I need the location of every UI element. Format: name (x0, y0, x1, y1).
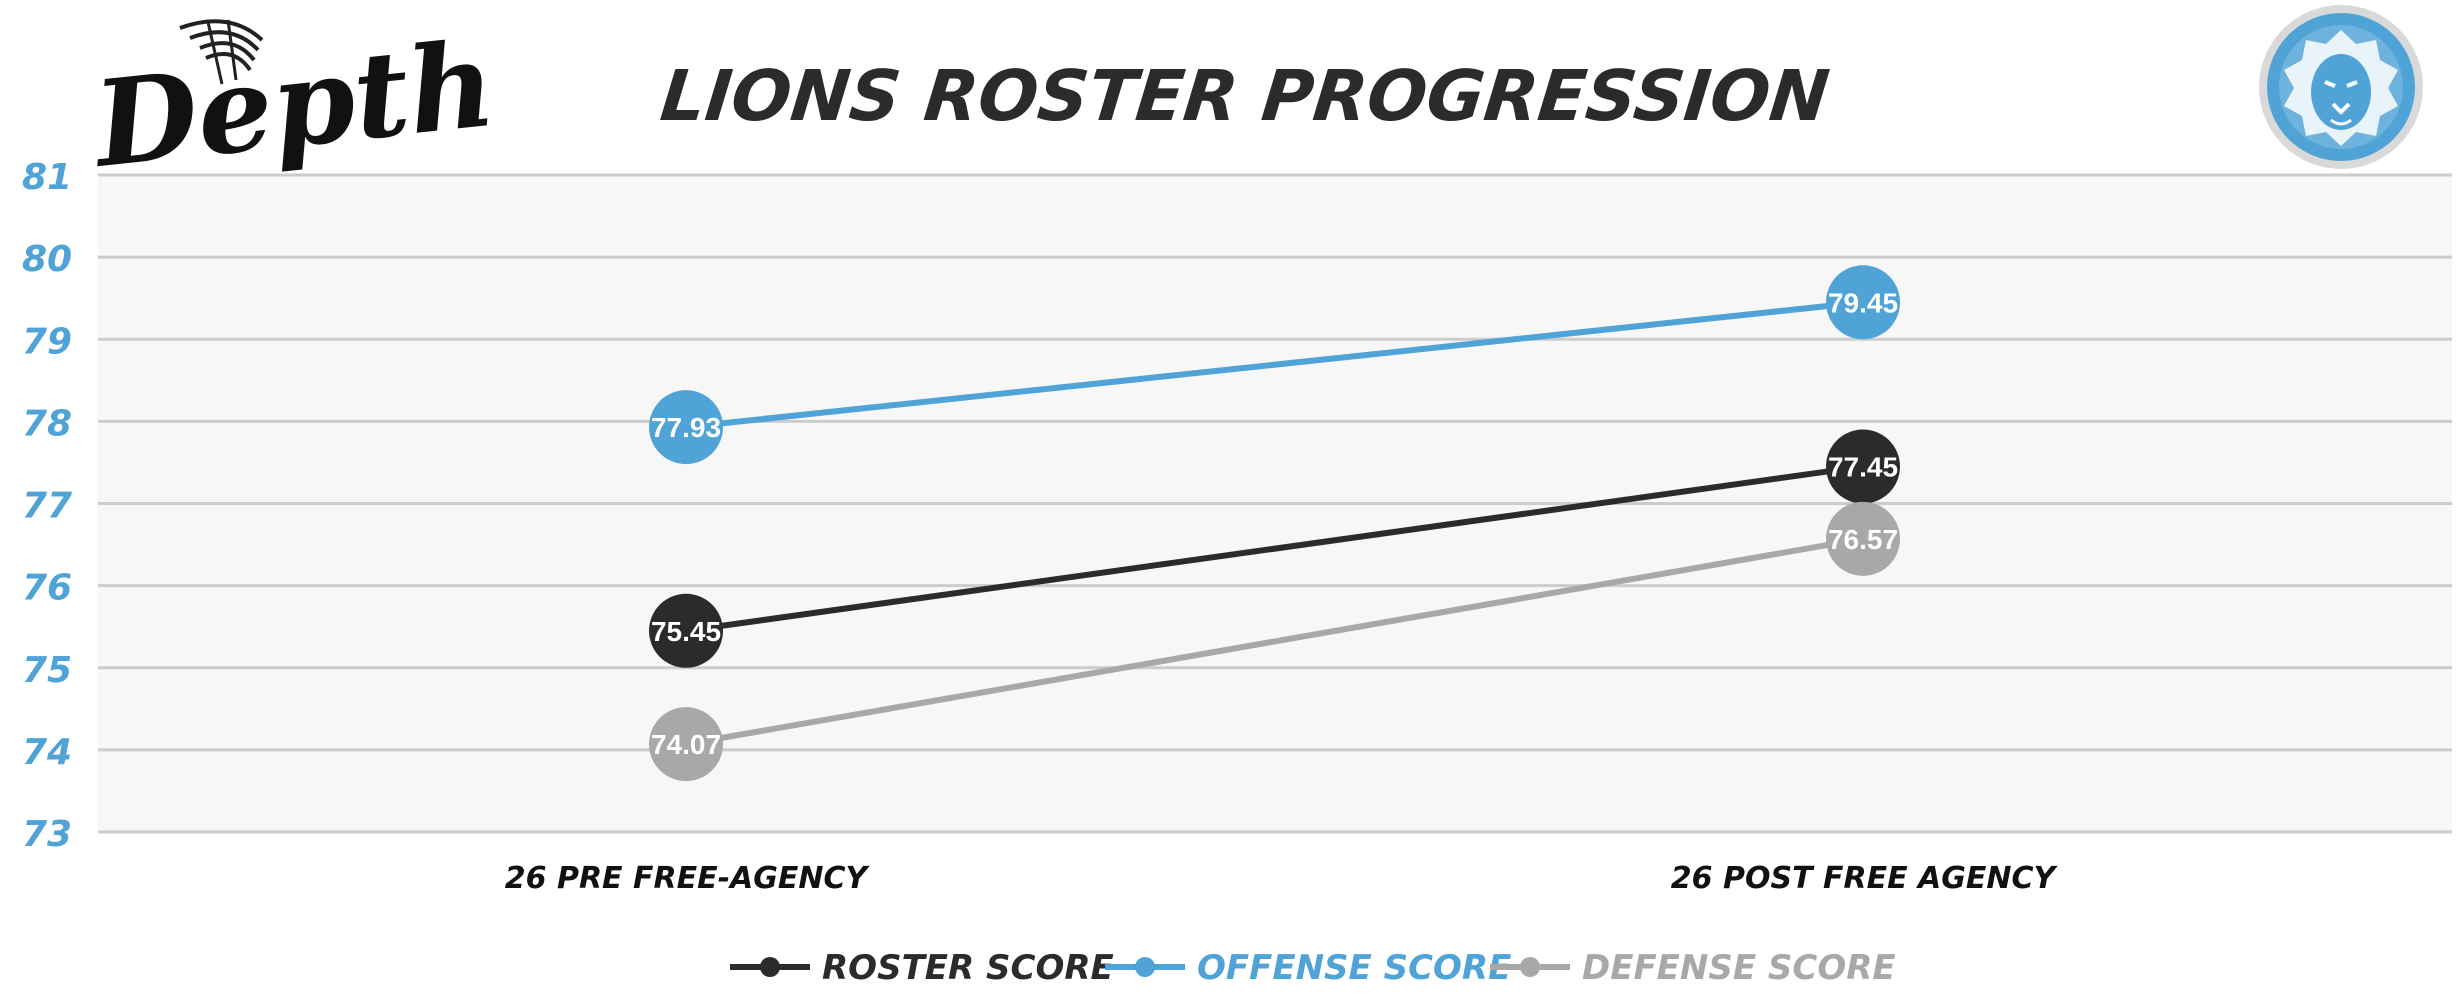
legend-label: DEFENSE SCORE (1582, 948, 1896, 988)
x-tick-label: 26 PRE FREE-AGENCY (505, 861, 871, 896)
y-tick-label: 74 (22, 732, 72, 773)
data-point (1826, 501, 1900, 576)
y-tick-label: 77 (22, 486, 72, 527)
legend-swatch-marker (1520, 957, 1540, 977)
data-label: 76.57 (1828, 524, 1898, 555)
legend-label: ROSTER SCORE (822, 948, 1114, 988)
x-axis-ticks: 26 PRE FREE-AGENCY 26 POST FREE AGENCY (505, 861, 2059, 896)
data-label: 77.45 (1828, 452, 1898, 483)
legend-swatch-marker (1135, 957, 1155, 977)
y-tick-label: 80 (22, 239, 72, 280)
legend-label: OFFENSE SCORE (1197, 948, 1511, 988)
data-label: 77.93 (651, 412, 721, 443)
series-line (685, 299, 1864, 431)
y-tick-label: 75 (22, 650, 72, 691)
data-point (1826, 429, 1900, 504)
lion-badge-icon (2259, 5, 2423, 169)
data-point (649, 593, 723, 668)
data-label: 74.07 (651, 729, 721, 760)
logo-wordmark: Depth (85, 14, 501, 194)
grid-lines (98, 173, 2452, 834)
series-line (685, 463, 1864, 634)
y-tick-label: 79 (22, 321, 72, 362)
legend: ROSTER SCORE OFFENSE SCORE DEFENSE SCORE (730, 948, 1896, 988)
y-tick-label: 78 (22, 403, 72, 444)
logo-swoosh-icon (179, 19, 264, 85)
depth-logo: Depth (85, 14, 501, 194)
chart-title: LIONS ROSTER PROGRESSION (657, 55, 1833, 137)
y-tick-label: 81 (22, 157, 72, 198)
data-point (649, 390, 723, 465)
data-point (649, 707, 723, 782)
series-layer: 75.45 77.45 77.93 79.45 74.07 76.57 (649, 265, 1900, 782)
x-tick-label: 26 POST FREE AGENCY (1671, 861, 2059, 896)
y-tick-label: 73 (22, 814, 72, 855)
data-label: 75.45 (651, 616, 721, 647)
data-label: 79.45 (1828, 287, 1898, 318)
legend-swatch-marker (760, 957, 780, 977)
y-axis-ticks: 73 74 75 76 77 78 79 80 81 (22, 157, 72, 855)
y-tick-label: 76 (22, 568, 72, 609)
data-point (1826, 265, 1900, 340)
series-line (685, 535, 1864, 748)
